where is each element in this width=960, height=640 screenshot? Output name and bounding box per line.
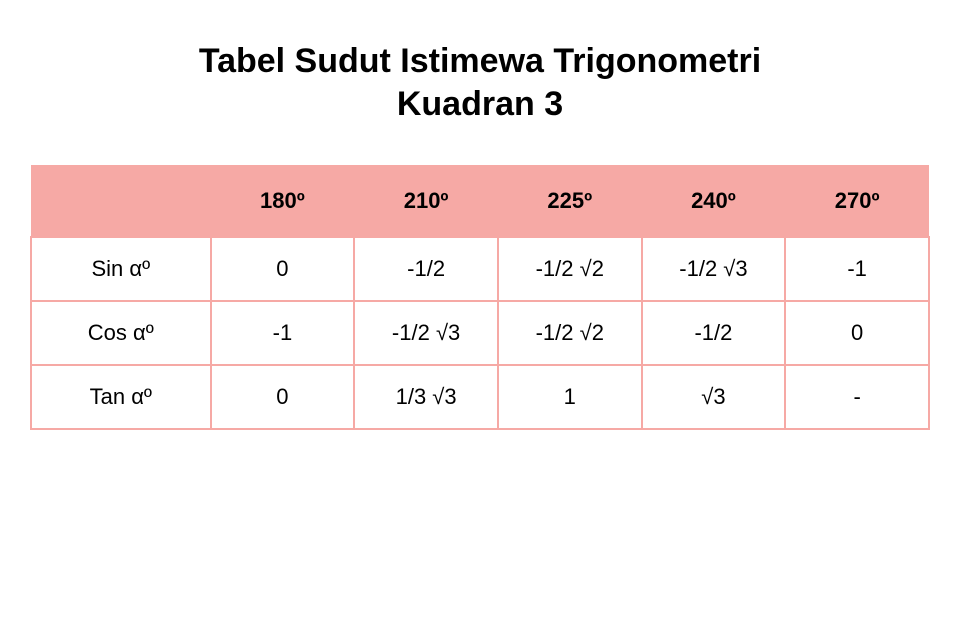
header-cell-3: 240º (642, 165, 786, 237)
header-cell-4: 270º (785, 165, 929, 237)
cell-sin-0: 0 (211, 237, 355, 301)
cell-sin-4: -1 (785, 237, 929, 301)
cell-sin-1: -1/2 (354, 237, 498, 301)
cell-cos-1: -1/2 √3 (354, 301, 498, 365)
trig-table: 180º 210º 225º 240º 270º Sin αº 0 -1/2 -… (30, 165, 930, 430)
title-line-1: Tabel Sudut Istimewa Trigonometri (199, 42, 761, 80)
cell-cos-0: -1 (211, 301, 355, 365)
table-row: Sin αº 0 -1/2 -1/2 √2 -1/2 √3 -1 (31, 237, 929, 301)
cell-tan-3: √3 (642, 365, 786, 429)
table-row: Cos αº -1 -1/2 √3 -1/2 √2 -1/2 0 (31, 301, 929, 365)
header-cell-blank (31, 165, 211, 237)
cell-cos-4: 0 (785, 301, 929, 365)
header-cell-0: 180º (211, 165, 355, 237)
cell-tan-1: 1/3 √3 (354, 365, 498, 429)
header-cell-2: 225º (498, 165, 642, 237)
page-title: Tabel Sudut Istimewa Trigonometri Kuadra… (30, 40, 930, 125)
cell-cos-2: -1/2 √2 (498, 301, 642, 365)
cell-cos-3: -1/2 (642, 301, 786, 365)
row-label-sin: Sin αº (31, 237, 211, 301)
cell-tan-2: 1 (498, 365, 642, 429)
table-row: Tan αº 0 1/3 √3 1 √3 - (31, 365, 929, 429)
cell-sin-2: -1/2 √2 (498, 237, 642, 301)
row-label-cos: Cos αº (31, 301, 211, 365)
cell-tan-4: - (785, 365, 929, 429)
title-line-2: Kuadran 3 (397, 85, 563, 123)
cell-tan-0: 0 (211, 365, 355, 429)
table-header-row: 180º 210º 225º 240º 270º (31, 165, 929, 237)
row-label-tan: Tan αº (31, 365, 211, 429)
header-cell-1: 210º (354, 165, 498, 237)
cell-sin-3: -1/2 √3 (642, 237, 786, 301)
